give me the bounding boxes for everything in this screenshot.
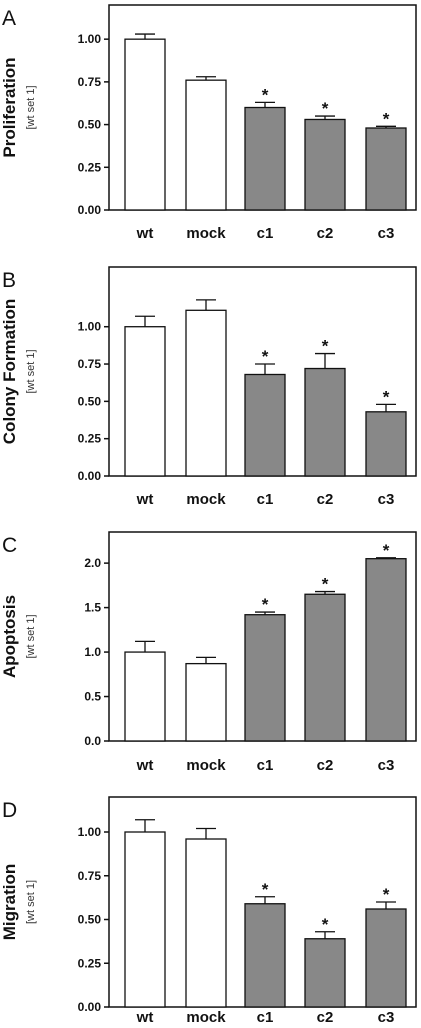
bar-c1 — [244, 903, 286, 1008]
x-tick-label: c1 — [257, 225, 274, 242]
x-tick-label: mock — [186, 1009, 226, 1026]
bar-wt — [124, 831, 166, 1008]
x-tick-label: c2 — [317, 225, 334, 242]
bar-c1 — [244, 373, 286, 477]
y-tick-label: 0.00 — [78, 203, 102, 217]
y-tick-label: 0.5 — [84, 690, 101, 704]
x-tick-label: wt — [136, 491, 154, 508]
y-tick-label: 1.00 — [78, 32, 102, 46]
bar-wt — [124, 326, 166, 477]
x-tick-label: mock — [186, 491, 226, 508]
bar-mock — [185, 838, 227, 1008]
y-axis-title: Colony Formation — [0, 299, 19, 444]
x-tick-label: wt — [136, 1009, 154, 1026]
bar-c2 — [304, 367, 346, 477]
y-tick-label: 0.25 — [78, 160, 102, 174]
bar-wt — [124, 651, 166, 742]
panel-letter: B — [2, 269, 16, 292]
bar-c1 — [244, 614, 286, 742]
x-tick-label: c3 — [378, 1009, 395, 1026]
y-axis-unit: [wt set 1] — [25, 85, 37, 129]
bar-mock — [185, 79, 227, 211]
significance-marker: * — [383, 109, 390, 128]
y-axis-title: Apoptosis — [0, 595, 19, 678]
x-tick-label: c2 — [317, 757, 334, 774]
panel-letter: A — [2, 7, 16, 30]
bar-c1 — [244, 106, 286, 211]
x-tick-label: c1 — [257, 757, 274, 774]
y-axis-unit: [wt set 1] — [25, 614, 37, 658]
y-tick-label: 0.00 — [78, 469, 102, 483]
y-tick-label: 0.50 — [78, 118, 102, 132]
bar-c3 — [365, 411, 407, 477]
y-tick-label: 1.00 — [78, 320, 102, 334]
x-tick-label: c2 — [317, 491, 334, 508]
panel-letter: C — [2, 534, 17, 557]
chart-panel-d: D Migration [wt set 1] 0.00 0.25 0.50 0.75 1.00… — [0, 796, 417, 1026]
significance-marker: * — [262, 595, 269, 614]
y-tick-label: 0.0 — [84, 734, 101, 748]
significance-marker: * — [262, 880, 269, 899]
y-tick-label: 1.00 — [78, 825, 102, 839]
bar-mock — [185, 662, 227, 742]
bar-c2 — [304, 118, 346, 211]
significance-marker: * — [322, 575, 329, 594]
y-tick-label: 1.5 — [84, 601, 101, 615]
y-tick-label: 0.00 — [78, 1000, 102, 1014]
significance-marker: * — [322, 337, 329, 356]
bar-wt — [124, 38, 166, 211]
x-tick-label: c1 — [257, 491, 274, 508]
bar-mock — [185, 309, 227, 477]
x-tick-label: c3 — [378, 491, 395, 508]
panel-letter: D — [2, 799, 17, 822]
chart-panel-b: B Colony Formation [wt set 1] 0.00 0.25 0.50 0… — [0, 266, 417, 508]
chart-panel-a: A Proliferation [wt set 1] 0.00 0.25 0.50 0.75… — [0, 4, 417, 242]
x-tick-label: c2 — [317, 1009, 334, 1026]
significance-marker: * — [322, 99, 329, 118]
x-tick-label: wt — [136, 225, 154, 242]
y-tick-label: 0.75 — [78, 869, 102, 883]
x-tick-label: mock — [186, 757, 226, 774]
x-tick-label: c3 — [378, 225, 395, 242]
significance-marker: * — [262, 347, 269, 366]
significance-marker: * — [383, 541, 390, 560]
y-tick-label: 0.75 — [78, 357, 102, 371]
bar-c3 — [365, 558, 407, 742]
x-tick-label: c1 — [257, 1009, 274, 1026]
significance-marker: * — [262, 85, 269, 104]
bar-c3 — [365, 127, 407, 211]
y-tick-label: 2.0 — [84, 556, 101, 570]
bar-c3 — [365, 908, 407, 1008]
y-axis-title: Proliferation — [0, 57, 19, 157]
y-axis-unit: [wt set 1] — [25, 880, 37, 924]
significance-marker: * — [383, 885, 390, 904]
significance-marker: * — [322, 915, 329, 934]
x-tick-label: mock — [186, 225, 226, 242]
significance-marker: * — [383, 387, 390, 406]
bar-c2 — [304, 938, 346, 1008]
y-tick-label: 0.50 — [78, 913, 102, 927]
y-tick-label: 0.75 — [78, 75, 102, 89]
y-axis-unit: [wt set 1] — [25, 349, 37, 393]
y-axis-title: Migration — [0, 864, 19, 941]
bar-c2 — [304, 593, 346, 742]
chart-panel-c: C Apoptosis [wt set 1] 0.0 0.5 1.0 1.5 2.0 wt moc… — [0, 531, 417, 774]
y-tick-label: 1.0 — [84, 645, 101, 659]
x-tick-label: c3 — [378, 757, 395, 774]
y-tick-label: 0.25 — [78, 956, 102, 970]
y-tick-label: 0.50 — [78, 394, 102, 408]
y-tick-label: 0.25 — [78, 432, 102, 446]
x-tick-label: wt — [136, 757, 154, 774]
